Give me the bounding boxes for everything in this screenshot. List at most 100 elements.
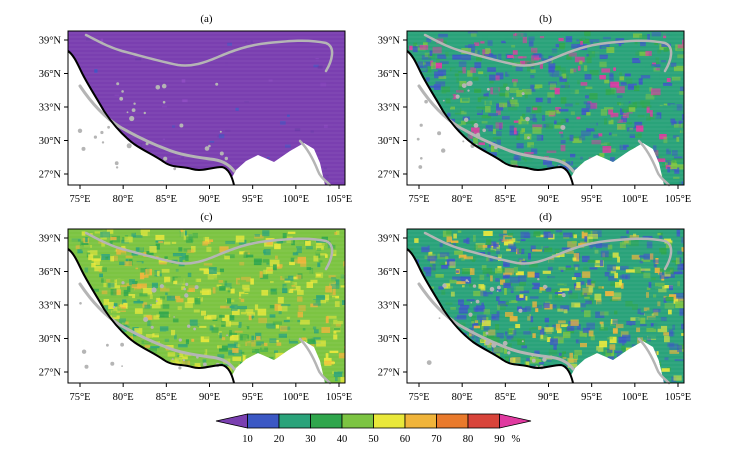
field-cell <box>664 357 669 361</box>
field-cell <box>585 95 589 99</box>
field-cell <box>553 65 561 70</box>
field-cell <box>670 170 681 178</box>
field-cell <box>560 134 564 138</box>
field-cell <box>270 288 278 295</box>
field-cell <box>559 76 567 82</box>
field-cell <box>275 352 284 359</box>
field-cell <box>98 302 108 305</box>
field-cell <box>633 266 642 274</box>
field-cell <box>474 308 478 312</box>
field-cell <box>575 339 580 344</box>
field-cell <box>132 232 141 237</box>
lake-dot <box>143 111 146 115</box>
lake-dot <box>461 83 467 88</box>
field-cell <box>433 84 441 90</box>
plateau-boundary <box>406 50 574 186</box>
field-cell <box>176 232 184 238</box>
field-cell <box>593 374 603 380</box>
field-cell <box>232 356 241 362</box>
field-cell <box>487 345 492 348</box>
field-cell <box>594 286 603 290</box>
field-cell <box>156 314 160 318</box>
field-cell <box>591 139 602 145</box>
field-cell <box>559 42 566 50</box>
field-cell <box>288 288 294 293</box>
field-cell <box>545 324 549 329</box>
field-cell <box>225 305 235 308</box>
lake-dot <box>133 102 136 105</box>
field-cell <box>476 108 482 113</box>
field-cell <box>447 112 451 117</box>
field-cell <box>119 318 126 323</box>
field-cell <box>496 139 501 145</box>
field-cell <box>454 241 458 247</box>
field-cell <box>216 341 226 346</box>
field-cell <box>452 94 457 100</box>
field-cell <box>612 252 619 258</box>
field-cell <box>106 100 111 102</box>
lon-tick-label: 100°E <box>622 392 648 403</box>
lake-dot <box>150 325 154 329</box>
field-cell <box>663 297 667 303</box>
field-cell <box>650 37 654 42</box>
field-cell <box>610 371 620 378</box>
field-cell <box>217 297 225 301</box>
field-cell <box>449 261 456 268</box>
field-cell <box>681 114 684 121</box>
field-cell <box>316 248 322 251</box>
lat-tick-label: 39°N <box>39 36 62 47</box>
field-cell <box>667 342 675 348</box>
field-cell <box>585 169 596 175</box>
field-cell <box>267 157 270 159</box>
field-cell <box>124 236 133 243</box>
field-cell <box>241 293 250 299</box>
field-cell <box>622 113 629 118</box>
field-cell <box>172 318 179 323</box>
lake-dot <box>485 341 488 344</box>
field-cell <box>588 239 598 244</box>
field-cell <box>181 240 192 247</box>
field-cell <box>450 291 455 297</box>
field-cell <box>431 62 436 70</box>
field-cell <box>194 363 201 368</box>
field-cell <box>584 171 592 176</box>
field-cell <box>637 114 648 118</box>
field-cell <box>478 71 484 75</box>
field-cell <box>158 241 164 243</box>
field-cell <box>474 320 479 323</box>
field-cell <box>565 36 573 43</box>
field-cell <box>108 282 115 288</box>
field-cell <box>649 42 655 48</box>
lake-dot <box>159 284 164 289</box>
field-cell <box>661 100 672 103</box>
field-cell <box>666 160 675 163</box>
field-cell <box>192 232 198 239</box>
lake-dot <box>494 145 498 150</box>
field-cell <box>272 321 282 325</box>
himalaya-outline <box>417 84 575 173</box>
field-cell <box>603 164 614 168</box>
field-cell <box>604 118 608 125</box>
field-cell <box>530 84 535 91</box>
field-cell <box>199 325 207 328</box>
field-cell <box>284 280 291 283</box>
field-cell <box>339 280 345 286</box>
field-cell <box>246 254 254 258</box>
field-cell <box>677 345 683 352</box>
field-cell <box>664 303 675 309</box>
field-cell <box>135 58 142 61</box>
field-cell <box>306 281 313 288</box>
field-cell <box>512 50 518 55</box>
field-cell <box>155 238 164 243</box>
lake-dot <box>424 99 428 104</box>
field-cell <box>604 79 610 84</box>
field-cell <box>496 311 500 317</box>
field-cell <box>267 334 276 339</box>
field-cell <box>507 233 514 236</box>
field-cell <box>492 137 501 140</box>
field-cell <box>519 309 530 317</box>
field-cell <box>548 349 558 355</box>
field-cell <box>573 264 580 268</box>
field-cell <box>324 298 329 302</box>
field-cell <box>203 269 214 275</box>
